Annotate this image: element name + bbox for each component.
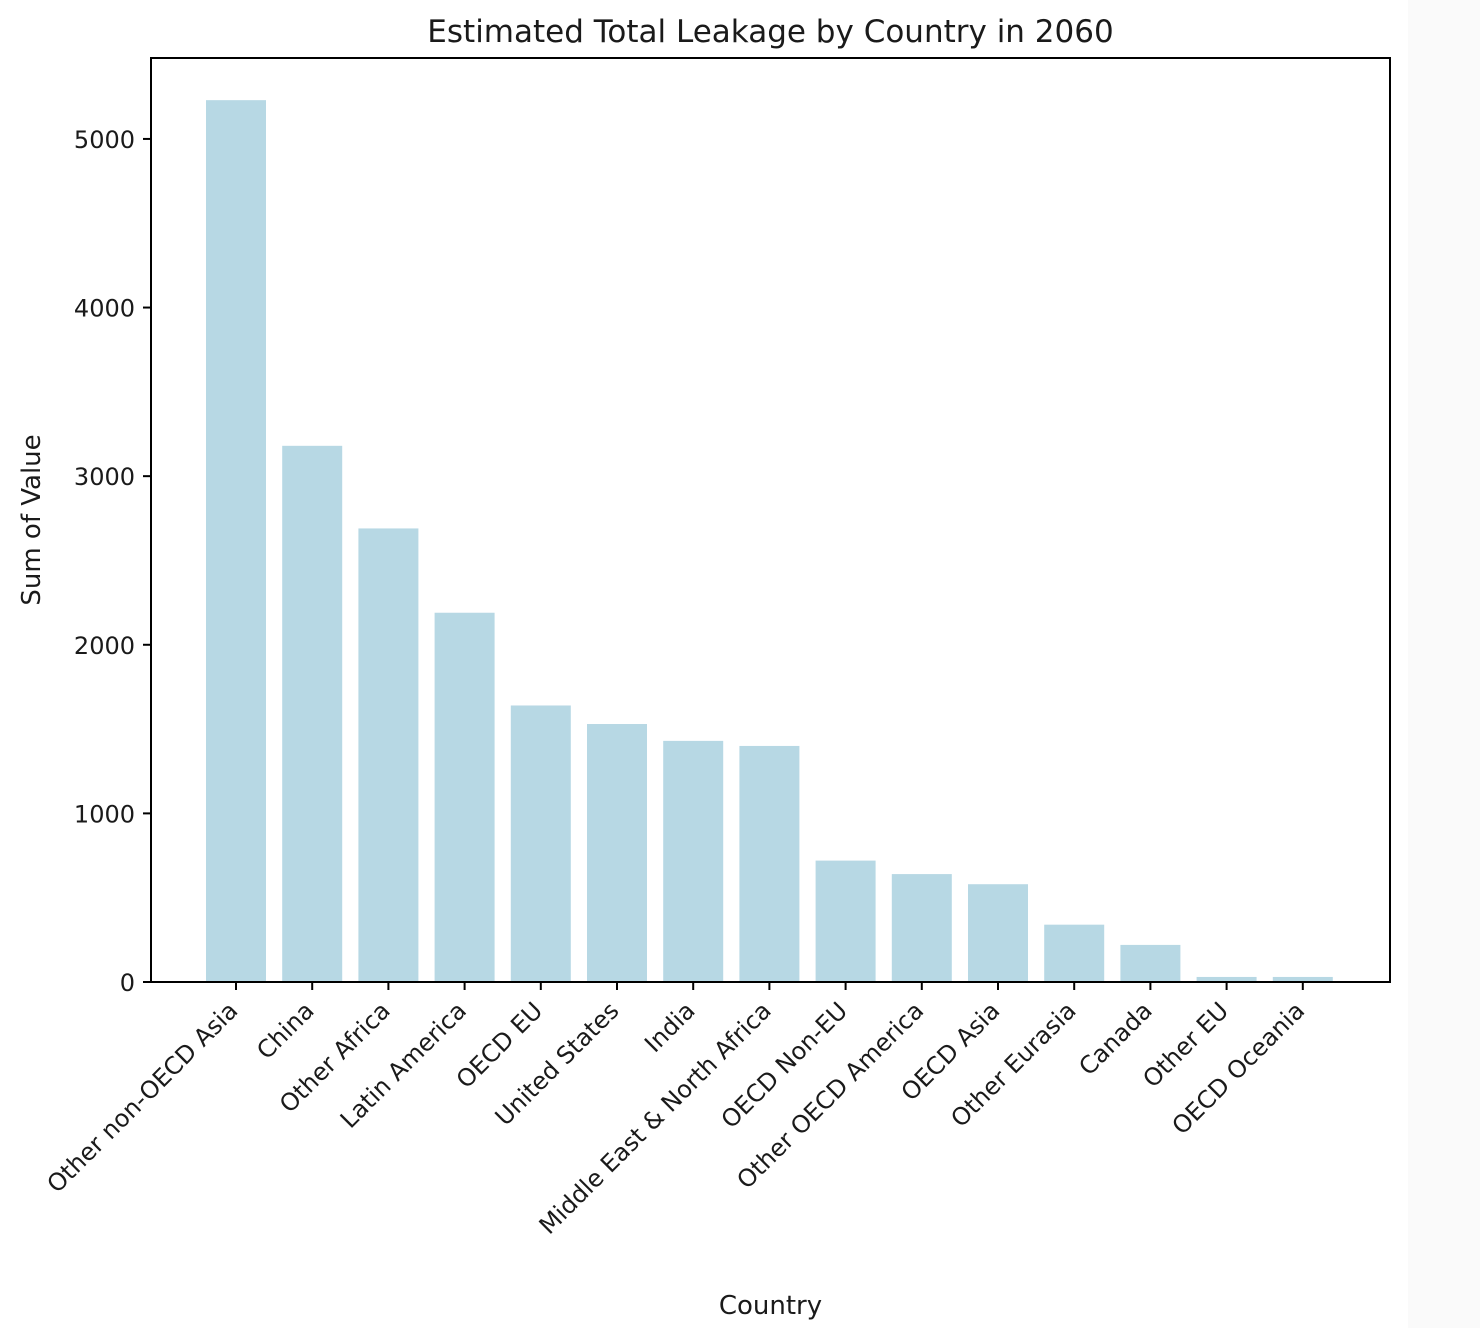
x-tick-label: China <box>251 997 319 1065</box>
y-axis-label: Sum of Value <box>17 434 47 605</box>
plot-frame <box>150 57 1391 983</box>
bar <box>510 705 571 982</box>
bar-chart: Estimated Total Leakage by Country in 20… <box>17 14 1391 1321</box>
y-tick-label: 3000 <box>74 463 135 491</box>
bar <box>206 100 266 983</box>
bar <box>1272 976 1333 982</box>
bar <box>968 884 1028 982</box>
bar <box>282 445 343 983</box>
y-tick-label: 0 <box>120 969 135 997</box>
x-axis-label: Country <box>719 1291 822 1321</box>
x-tick-label: India <box>639 997 700 1058</box>
y-tick-label: 5000 <box>74 126 135 154</box>
y-tick-label: 4000 <box>74 295 135 323</box>
bar <box>434 612 495 982</box>
x-tick-label: Other non-OECD Asia <box>42 997 244 1199</box>
y-tick-label: 2000 <box>74 632 135 660</box>
bar <box>663 740 724 982</box>
x-tick-label: OECD Oceania <box>1167 997 1311 1141</box>
bar <box>587 724 647 982</box>
bar <box>1120 944 1181 982</box>
chart-title: Estimated Total Leakage by Country in 20… <box>427 14 1113 50</box>
y-tick-label: 1000 <box>74 800 135 828</box>
bar <box>891 874 952 982</box>
bar <box>1044 924 1105 982</box>
bar <box>358 528 419 982</box>
side-margin <box>1408 0 1480 1328</box>
bars-layer <box>206 100 1333 983</box>
y-axis: 0 1000 2000 3000 4000 5000 <box>74 126 151 997</box>
bar <box>1196 976 1257 982</box>
bar <box>815 860 876 982</box>
bar <box>739 745 800 982</box>
